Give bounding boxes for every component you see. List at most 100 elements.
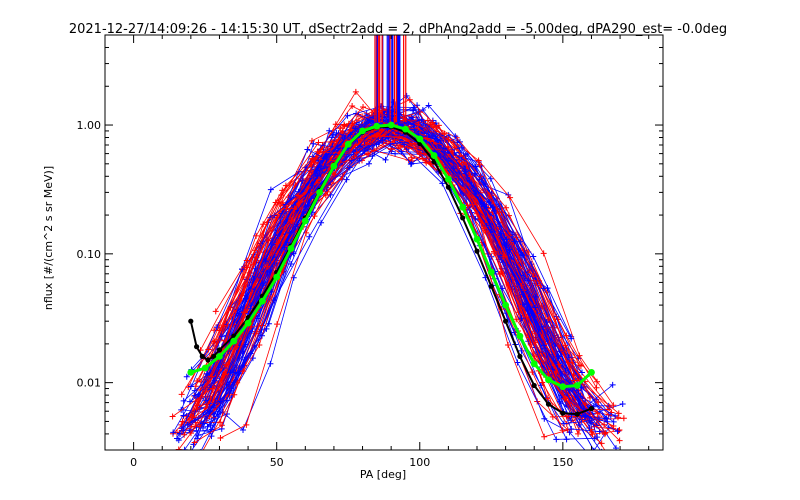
sector-marker: [475, 157, 482, 164]
sector-marker: [543, 319, 550, 326]
sector-marker: [387, 146, 394, 153]
sector-marker: [487, 175, 494, 182]
fit-point: [487, 268, 495, 276]
sector-marker: [560, 378, 567, 385]
sector-marker: [365, 150, 372, 157]
sector-marker: [500, 253, 507, 260]
sector-marker: [610, 402, 617, 409]
sector-marker: [332, 121, 339, 128]
sector-marker: [204, 423, 211, 430]
sector-marker: [310, 140, 317, 147]
sector-marker: [240, 426, 247, 433]
sector-trace: [207, 140, 595, 427]
sector-marker: [563, 332, 570, 339]
sector-marker: [612, 412, 619, 419]
sector-marker: [304, 146, 311, 153]
fit-point: [530, 360, 538, 368]
sector-marker: [603, 415, 610, 422]
y-tick-label: 0.10: [77, 248, 102, 261]
sector-trace: [183, 135, 577, 435]
fit-point: [387, 121, 395, 129]
sector-marker: [347, 131, 354, 138]
sector-marker: [588, 419, 595, 426]
sector-marker: [540, 250, 547, 257]
sector-marker: [212, 308, 219, 315]
sector-marker: [555, 353, 562, 360]
sector-marker: [444, 143, 451, 150]
sector-marker: [408, 154, 415, 161]
fit-point: [316, 189, 323, 196]
sector-marker: [530, 253, 537, 260]
mean-point: [188, 318, 194, 324]
sector-marker: [609, 381, 616, 388]
sector-marker: [183, 373, 190, 380]
sector-marker: [326, 127, 333, 134]
fit-point: [545, 376, 552, 384]
sector-marker: [540, 285, 547, 292]
y-axis-label: nflux [#/(cm^2 s sr MeV)]: [42, 166, 55, 310]
fit-point: [516, 332, 524, 340]
fit-point: [559, 383, 567, 391]
mean-point: [194, 344, 200, 350]
sector-marker: [496, 270, 503, 277]
sector-marker: [247, 305, 254, 312]
sector-marker: [308, 137, 315, 144]
fit-point: [459, 203, 467, 211]
sector-marker: [352, 125, 359, 132]
sector-marker: [291, 205, 298, 212]
sector-marker: [283, 205, 290, 212]
sector-marker: [352, 88, 359, 95]
sector-marker: [175, 446, 182, 450]
fit-point: [502, 301, 509, 309]
sector-marker: [211, 377, 218, 384]
sector-marker: [619, 400, 626, 407]
sector-marker: [529, 369, 536, 376]
sector-marker: [264, 263, 271, 270]
fit-point: [359, 127, 366, 135]
sector-marker: [471, 170, 478, 177]
sector-marker: [395, 133, 402, 140]
sector-marker: [180, 412, 187, 419]
x-tick-label: 150: [552, 456, 573, 469]
sector-marker: [360, 103, 367, 110]
mean-point: [216, 347, 223, 353]
sector-marker: [192, 392, 199, 399]
mean-point: [545, 401, 552, 407]
sector-marker: [432, 133, 439, 140]
fit-point: [273, 273, 281, 281]
sector-marker: [220, 365, 227, 372]
x-axis-label: PA [deg]: [360, 468, 406, 481]
sector-marker: [274, 321, 281, 328]
fit-point: [573, 382, 581, 389]
sector-marker: [178, 406, 185, 413]
sector-marker: [407, 161, 414, 168]
sector-marker: [311, 159, 318, 166]
sector-marker: [576, 362, 583, 369]
sector-marker: [382, 156, 389, 163]
sector-marker: [169, 413, 176, 420]
sector-marker: [309, 155, 316, 162]
sector-marker: [538, 323, 545, 330]
sector-marker: [462, 168, 469, 175]
sector-marker: [499, 285, 506, 292]
sector-marker: [392, 150, 399, 157]
sector-marker: [582, 401, 589, 408]
fit-point: [373, 122, 381, 130]
sector-marker: [579, 369, 586, 376]
fit-point: [230, 337, 238, 345]
sector-marker: [575, 430, 582, 437]
sector-marker: [346, 164, 353, 171]
sector-marker: [601, 421, 608, 428]
sector-marker: [256, 342, 263, 349]
sector-marker: [243, 421, 250, 428]
fit-point: [259, 297, 266, 305]
sector-marker: [395, 130, 402, 137]
fit-point: [416, 135, 424, 143]
sector-marker: [279, 199, 286, 206]
fit-point: [588, 369, 595, 376]
sector-marker: [480, 202, 487, 209]
fit-point: [473, 235, 481, 243]
mean-point: [460, 215, 466, 221]
sector-marker: [553, 436, 560, 443]
fit-point: [402, 125, 409, 133]
